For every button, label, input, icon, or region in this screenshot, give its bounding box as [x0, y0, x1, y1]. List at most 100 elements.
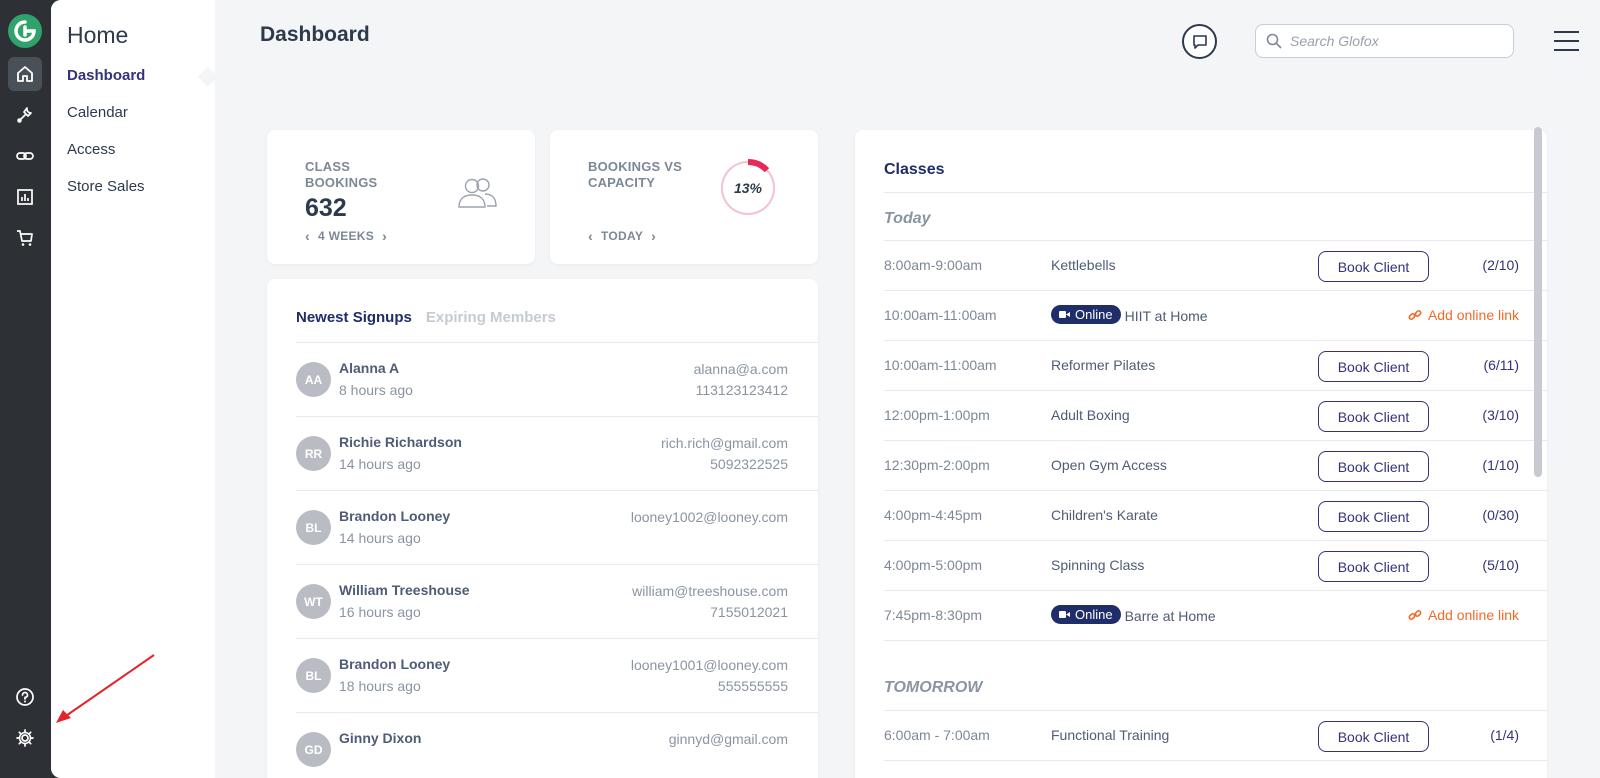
class-row: 8:00am-9:00am Kettlebells Book Client (2/10… [884, 241, 1547, 291]
gear-icon[interactable] [8, 721, 42, 755]
class-name[interactable]: Spinning Class [1051, 557, 1145, 573]
signup-name[interactable]: Richie Richardson [339, 434, 462, 450]
video-camera-icon [1059, 311, 1070, 318]
class-row: 7:45pm-8:30pm Online Barre at Home Add onli… [884, 591, 1547, 641]
add-online-link[interactable]: Add online link [1408, 307, 1519, 323]
glofox-logo-icon[interactable] [8, 14, 42, 48]
signup-time: 8 hours ago [339, 382, 413, 398]
avatar: RR [296, 436, 331, 471]
cart-icon[interactable] [8, 221, 42, 255]
avatar: AA [296, 362, 331, 397]
book-client-button[interactable]: Book Client [1318, 501, 1429, 532]
class-name[interactable]: Functional Training [1051, 727, 1170, 743]
chat-button[interactable] [1182, 24, 1217, 59]
subnav-item-calendar[interactable]: Calendar [67, 104, 128, 121]
signup-email: looney1001@looney.com [630, 657, 788, 673]
capacity-period: ‹ TODAY › [588, 228, 657, 244]
home-icon[interactable] [8, 57, 42, 91]
book-client-button[interactable]: Book Client [1318, 251, 1429, 282]
chevron-left-icon[interactable]: ‹ [588, 228, 593, 244]
search-box[interactable] [1255, 24, 1514, 58]
class-bookings-value: 632 [305, 194, 347, 222]
class-capacity: (0/30) [1482, 507, 1519, 523]
avatar: BL [296, 658, 331, 693]
main-panel: Home Dashboard Calendar Access Store Sal… [51, 0, 1600, 778]
class-name[interactable]: Online HIIT at Home [1051, 305, 1208, 324]
signup-name[interactable]: Alanna A [339, 360, 400, 376]
class-capacity: (2/10) [1482, 257, 1519, 273]
classes-scrollbar[interactable] [1534, 127, 1542, 477]
chevron-left-icon[interactable]: ‹ [305, 228, 310, 244]
class-name[interactable]: Online Barre at Home [1051, 605, 1216, 624]
link-icon[interactable] [8, 139, 42, 173]
signup-phone: 113123123412 [695, 382, 788, 398]
class-name[interactable]: Open Gym Access [1051, 457, 1167, 473]
book-client-button[interactable]: Book Client [1318, 351, 1429, 382]
search-input[interactable] [1290, 33, 1500, 49]
class-row: 12:30pm-2:00pm Open Gym Access Book Client… [884, 441, 1547, 491]
class-capacity: (6/11) [1483, 357, 1519, 373]
class-row: 4:00pm-4:45pm Children's Karate Book Clien… [884, 491, 1547, 541]
signup-row[interactable]: GD Ginny Dixon ginnyd@gmail.com [296, 712, 818, 778]
subnav-item-store-sales[interactable]: Store Sales [67, 178, 145, 195]
help-icon[interactable] [8, 680, 42, 714]
chat-icon [1192, 34, 1207, 49]
signup-name[interactable]: Brandon Looney [339, 508, 451, 524]
class-capacity: (1/10) [1482, 457, 1519, 473]
signup-time: 14 hours ago [339, 456, 421, 472]
class-time: 4:00pm-5:00pm [884, 557, 983, 573]
signup-row[interactable]: BL Brandon Looney 14 hours ago looney1002@l… [296, 490, 818, 564]
class-bookings-card: CLASS BOOKINGS 632 ‹ 4 WEEKS › [267, 130, 535, 264]
subnav-item-access[interactable]: Access [67, 141, 116, 158]
signups-tabs: Newest Signups Expiring Members [296, 309, 556, 326]
classes-title: Classes [884, 161, 945, 178]
signup-email: looney1002@looney.com [630, 509, 788, 525]
signup-time: 18 hours ago [339, 678, 421, 694]
signup-name[interactable]: Ginny Dixon [339, 730, 422, 746]
book-client-button[interactable]: Book Client [1318, 451, 1429, 482]
signup-row[interactable]: RR Richie Richardson 14 hours ago rich.rich… [296, 416, 818, 490]
class-capacity: (1/4) [1490, 727, 1519, 743]
chevron-right-icon[interactable]: › [382, 228, 388, 244]
signup-row[interactable]: AA Alanna A 8 hours ago alanna@a.com 1131231… [296, 342, 818, 416]
video-camera-icon [1059, 611, 1070, 618]
signup-time: 16 hours ago [339, 604, 421, 620]
annotation-arrow-icon [56, 654, 155, 723]
signup-email: rich.rich@gmail.com [660, 435, 788, 451]
class-time: 10:00am-11:00am [884, 307, 997, 323]
link-icon [1408, 609, 1422, 621]
signup-name[interactable]: William Treeshouse [339, 582, 470, 598]
book-client-button[interactable]: Book Client [1318, 401, 1429, 432]
book-client-button[interactable]: Book Client [1318, 721, 1429, 752]
class-name[interactable]: Adult Boxing [1051, 407, 1130, 423]
avatar: WT [296, 584, 331, 619]
class-name[interactable]: Kettlebells [1051, 257, 1116, 273]
capacity-label: BOOKINGS VS CAPACITY [588, 159, 682, 190]
bar-chart-icon[interactable] [8, 180, 42, 214]
class-time: 7:45pm-8:30pm [884, 607, 983, 623]
class-name[interactable]: Children's Karate [1051, 507, 1158, 523]
signups-card: Newest Signups Expiring Members AA Alanna… [267, 279, 818, 778]
menu-icon[interactable] [1554, 31, 1579, 51]
classes-card: Classes Today 8:00am-9:00am Kettlebells Bo… [855, 130, 1547, 778]
home-subnav: Home Dashboard Calendar Access Store Sal… [51, 0, 218, 778]
signup-row[interactable]: BL Brandon Looney 18 hours ago looney1001@l… [296, 638, 818, 712]
wrench-icon[interactable] [8, 98, 42, 132]
capacity-percent: 13% [733, 180, 763, 196]
class-row: 12:00pm-1:00pm Adult Boxing Book Client (3/… [884, 391, 1547, 441]
add-online-link[interactable]: Add online link [1408, 607, 1519, 623]
book-client-button[interactable]: Book Client [1318, 551, 1429, 582]
class-time: 8:00am-9:00am [884, 257, 983, 273]
signup-row[interactable]: WT William Treeshouse 16 hours ago william@… [296, 564, 818, 638]
chevron-right-icon[interactable]: › [651, 228, 657, 244]
class-row: 10:00am-11:00am Online HIIT at Home Add onl… [884, 291, 1547, 341]
class-bookings-label: CLASS BOOKINGS [305, 159, 378, 190]
class-name[interactable]: Reformer Pilates [1051, 357, 1156, 373]
signup-email: ginnyd@gmail.com [668, 731, 788, 747]
tab-newest-signups[interactable]: Newest Signups [296, 309, 412, 326]
subnav-item-dashboard[interactable]: Dashboard [67, 67, 146, 84]
tab-expiring-members[interactable]: Expiring Members [425, 309, 556, 326]
signup-name[interactable]: Brandon Looney [339, 656, 451, 672]
link-icon [1408, 309, 1422, 321]
capacity-donut: 13% [719, 159, 777, 217]
